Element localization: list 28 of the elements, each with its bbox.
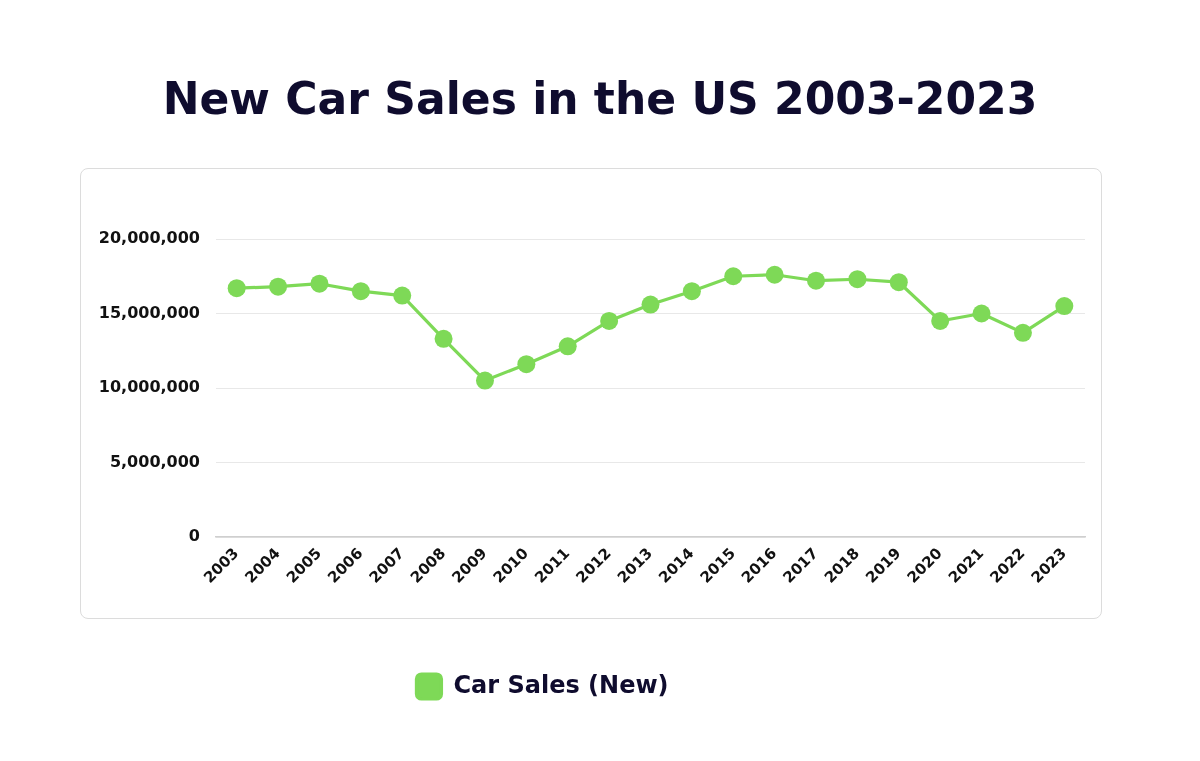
point <box>931 311 950 330</box>
point <box>310 274 329 293</box>
chart-title: New Car Sales in the US 2003-2023 <box>161 72 1039 126</box>
point <box>889 273 908 292</box>
y-tick-label: 5,000,000 <box>109 451 200 471</box>
y-tick-label: 10,000,000 <box>98 377 200 397</box>
point <box>1013 323 1032 342</box>
point <box>393 286 412 305</box>
y-tick-label: 0 <box>188 526 200 546</box>
y-tick-label: 15,000,000 <box>98 302 200 322</box>
point <box>724 267 743 286</box>
point <box>682 282 701 301</box>
point <box>1055 297 1074 316</box>
point <box>558 337 577 356</box>
point <box>765 265 784 284</box>
point <box>972 304 991 323</box>
y-tick-label: 20,000,000 <box>98 228 200 248</box>
point <box>848 270 867 289</box>
point <box>641 295 660 314</box>
point <box>517 355 536 374</box>
point <box>475 371 494 390</box>
point <box>269 277 288 296</box>
point <box>600 311 619 330</box>
point <box>227 279 246 298</box>
point <box>807 271 826 290</box>
point <box>351 282 370 301</box>
legend-label: Car Sales (New) <box>453 670 669 699</box>
point <box>434 329 453 348</box>
